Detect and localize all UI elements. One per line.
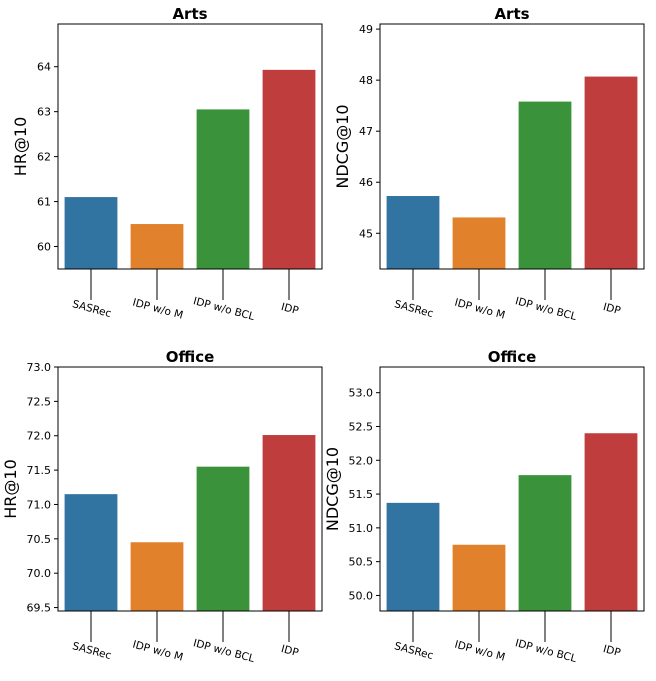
- chart-title: Office: [166, 348, 215, 366]
- bar-idp: [584, 433, 638, 611]
- chart-title: Arts: [494, 5, 529, 23]
- y-tick-label: 49: [359, 23, 373, 36]
- axes-frame: [57, 366, 323, 612]
- x-tick-label: IDP w/o BCL: [192, 295, 256, 323]
- y-tick-label: 47: [359, 125, 373, 138]
- y-axis-label: HR@10: [1, 459, 20, 519]
- x-tick-label: IDP: [602, 301, 622, 317]
- y-axis-label: NDCG@10: [333, 104, 352, 188]
- bar-idp-w-o-bcl: [196, 109, 250, 269]
- bar-sasrec: [64, 197, 118, 269]
- axes-frame: [57, 23, 323, 270]
- x-tick-label: SASRec: [393, 640, 435, 662]
- y-tick-label: 71.0: [27, 498, 52, 511]
- y-tick-label: 72.5: [27, 395, 52, 408]
- y-tick-label: 60: [37, 241, 51, 254]
- panel-office-hr: 69.5 70.0 70.5 71.0 71.5 72.0 72.5 73.0 SASRec ID…: [1, 348, 323, 665]
- panel-office-ndcg: 50.0 50.5 51.0 51.5 52.0 52.5 53.0 SASRec IDP w/…: [323, 348, 645, 665]
- x-tick-label: IDP w/o BCL: [514, 637, 578, 665]
- x-tick-label: SASRec: [393, 298, 435, 320]
- x-tick-label: IDP w/o M: [131, 297, 184, 322]
- bar-idp-w-o-m: [452, 217, 506, 269]
- x-tick-label: SASRec: [71, 640, 113, 662]
- axes-frame: [379, 23, 645, 270]
- y-tick-label: 48: [359, 74, 373, 87]
- bar-sasrec: [64, 494, 118, 611]
- y-axis-label: HR@10: [11, 117, 30, 177]
- chart-title: Office: [488, 348, 537, 366]
- y-tick-label: 61: [37, 196, 51, 209]
- bar-idp-w-o-m: [452, 544, 506, 611]
- y-tick-label: 70.0: [27, 567, 52, 580]
- bar-idp-w-o-bcl: [196, 466, 250, 611]
- x-tick-label: IDP: [602, 643, 622, 659]
- y-tick-label: 73.0: [27, 361, 52, 374]
- y-tick-label: 72.0: [27, 430, 52, 443]
- bar-idp-w-o-m: [130, 224, 184, 269]
- y-tick-label: 51.5: [349, 488, 374, 501]
- x-tick-label: IDP w/o M: [453, 297, 506, 322]
- bar-sasrec: [386, 196, 440, 269]
- bar-idp-w-o-m: [130, 542, 184, 611]
- bar-idp-w-o-bcl: [518, 101, 572, 269]
- x-tick-label: IDP w/o M: [131, 639, 184, 664]
- y-tick-label: 50.5: [349, 556, 374, 569]
- bar-idp: [262, 435, 316, 611]
- chart-title: Arts: [172, 5, 207, 23]
- y-tick-label: 53.0: [349, 387, 374, 400]
- x-tick-label: IDP w/o M: [453, 639, 506, 664]
- y-tick-label: 70.5: [27, 533, 52, 546]
- y-tick-label: 63: [37, 106, 51, 119]
- y-tick-label: 50.0: [349, 589, 374, 602]
- y-tick-label: 71.5: [27, 464, 52, 477]
- y-tick-label: 69.5: [27, 602, 52, 615]
- bar-idp-w-o-bcl: [518, 475, 572, 611]
- y-tick-label: 64: [37, 61, 51, 74]
- bar-idp: [584, 76, 638, 270]
- bar-idp: [262, 69, 316, 269]
- axes-frame: [379, 366, 645, 612]
- y-tick-label: 46: [359, 176, 373, 189]
- x-tick-label: IDP w/o BCL: [192, 637, 256, 665]
- panel-arts-ndcg: 45 46 47 48 49 SASRec IDP w/o M IDP w/o BCL IDP A…: [333, 5, 645, 323]
- y-tick-label: 51.0: [349, 522, 374, 535]
- bar-sasrec: [386, 502, 440, 611]
- panel-arts-hr: 60 61 62 63 64 SASRec IDP w/o M IDP w/o BCL IDP A…: [11, 5, 323, 323]
- y-axis-label: NDCG@10: [323, 447, 342, 531]
- y-tick-label: 52.5: [349, 420, 374, 433]
- y-tick-label: 52.0: [349, 454, 374, 467]
- x-tick-label: IDP w/o BCL: [514, 295, 578, 323]
- x-tick-label: IDP: [280, 301, 300, 317]
- y-tick-label: 45: [359, 227, 373, 240]
- y-tick-label: 62: [37, 151, 51, 164]
- x-tick-label: SASRec: [71, 298, 113, 320]
- x-tick-label: IDP: [280, 643, 300, 659]
